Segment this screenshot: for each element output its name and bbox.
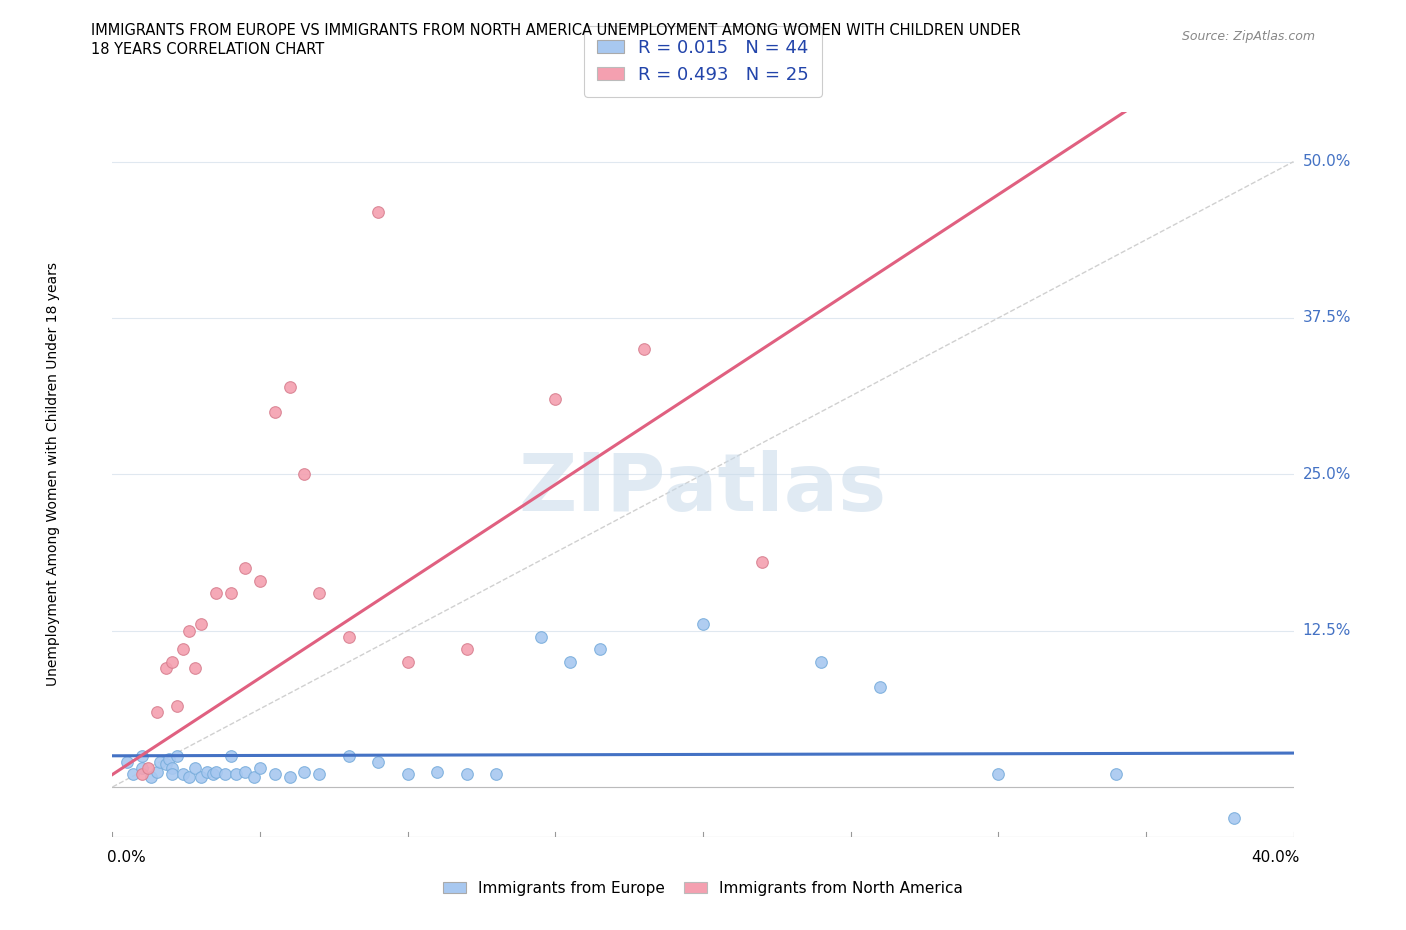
Point xyxy=(122,767,145,782)
Point xyxy=(131,767,153,782)
Point xyxy=(869,680,891,695)
Point xyxy=(146,764,169,779)
Point xyxy=(308,586,330,601)
Point xyxy=(633,342,655,357)
Legend: Immigrants from Europe, Immigrants from North America: Immigrants from Europe, Immigrants from … xyxy=(437,875,969,902)
Point xyxy=(166,698,188,713)
Point xyxy=(692,617,714,631)
Point xyxy=(131,749,153,764)
Point xyxy=(190,617,212,631)
Point xyxy=(179,769,201,784)
Point xyxy=(160,761,183,776)
Point xyxy=(810,655,832,670)
Point xyxy=(1105,767,1128,782)
Point xyxy=(308,767,330,782)
Point xyxy=(146,705,169,720)
Text: 50.0%: 50.0% xyxy=(1302,154,1351,169)
Point xyxy=(558,655,582,670)
Point xyxy=(172,642,194,657)
Point xyxy=(160,655,183,670)
Point xyxy=(337,630,360,644)
Point xyxy=(233,764,256,779)
Point xyxy=(219,749,242,764)
Point xyxy=(214,767,236,782)
Text: 37.5%: 37.5% xyxy=(1302,311,1351,325)
Point xyxy=(485,767,508,782)
Point xyxy=(233,561,256,576)
Text: IMMIGRANTS FROM EUROPE VS IMMIGRANTS FROM NORTH AMERICA UNEMPLOYMENT AMONG WOMEN: IMMIGRANTS FROM EUROPE VS IMMIGRANTS FRO… xyxy=(91,23,1021,38)
Point xyxy=(588,642,610,657)
Point xyxy=(190,769,212,784)
Point xyxy=(243,769,266,784)
Point xyxy=(205,586,228,601)
Text: 0.0%: 0.0% xyxy=(107,849,145,865)
Point xyxy=(172,767,194,782)
Point xyxy=(751,554,773,569)
Point xyxy=(136,761,159,776)
Point xyxy=(396,767,419,782)
Point xyxy=(367,754,389,769)
Point xyxy=(117,754,138,769)
Point xyxy=(367,205,389,219)
Point xyxy=(205,764,228,779)
Point xyxy=(160,767,183,782)
Point xyxy=(149,754,172,769)
Point xyxy=(264,767,287,782)
Point xyxy=(278,379,301,394)
Point xyxy=(139,769,162,784)
Point xyxy=(456,642,478,657)
Point xyxy=(426,764,449,779)
Point xyxy=(184,660,207,675)
Point xyxy=(278,769,301,784)
Point xyxy=(987,767,1010,782)
Point xyxy=(264,405,287,419)
Point xyxy=(1223,811,1246,826)
Point xyxy=(131,761,153,776)
Point xyxy=(544,392,567,406)
Point xyxy=(249,761,271,776)
Point xyxy=(155,757,177,772)
Point xyxy=(292,764,315,779)
Point xyxy=(157,752,180,767)
Text: Source: ZipAtlas.com: Source: ZipAtlas.com xyxy=(1181,30,1315,43)
Point xyxy=(249,573,271,588)
Point xyxy=(396,655,419,670)
Point xyxy=(529,630,551,644)
Point xyxy=(225,767,247,782)
Point xyxy=(219,586,242,601)
Text: 18 YEARS CORRELATION CHART: 18 YEARS CORRELATION CHART xyxy=(91,42,325,57)
Point xyxy=(292,467,315,482)
Point xyxy=(337,749,360,764)
Point xyxy=(155,660,177,675)
Text: 40.0%: 40.0% xyxy=(1251,849,1299,865)
Text: 12.5%: 12.5% xyxy=(1302,623,1351,638)
Point xyxy=(195,764,218,779)
Point xyxy=(166,749,188,764)
Point xyxy=(184,761,207,776)
Point xyxy=(179,623,201,638)
Text: 25.0%: 25.0% xyxy=(1302,467,1351,482)
Text: Unemployment Among Women with Children Under 18 years: Unemployment Among Women with Children U… xyxy=(46,262,60,686)
Text: ZIPatlas: ZIPatlas xyxy=(519,450,887,528)
Point xyxy=(201,767,224,782)
Point xyxy=(456,767,478,782)
